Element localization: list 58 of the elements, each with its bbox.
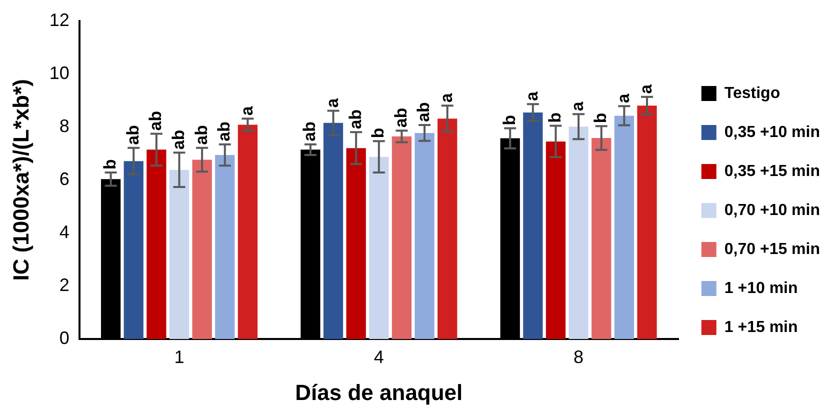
data-label: ab	[123, 124, 142, 145]
bar	[546, 141, 566, 339]
legend-label: 0,35 +15 min	[724, 162, 820, 180]
data-label: ab	[300, 122, 320, 142]
data-label: ab	[146, 110, 166, 131]
data-label: a	[568, 101, 588, 112]
y-tick-label: 12	[49, 10, 70, 30]
bar	[414, 132, 434, 339]
x-axis-title: Días de anaquel	[295, 380, 463, 405]
data-label: ab	[391, 108, 410, 128]
legend-label: 0,70 +15 min	[724, 240, 820, 258]
data-label: a	[614, 93, 633, 104]
y-tick-label: 4	[59, 222, 70, 242]
x-tick-label: 4	[374, 346, 384, 367]
legend-label: Testigo	[724, 84, 780, 102]
y-tick-label: 2	[59, 274, 70, 295]
data-label: ab	[214, 122, 234, 142]
data-label: b	[591, 112, 610, 124]
legend-label: 1 +15 min	[724, 318, 798, 336]
bar	[215, 154, 235, 339]
bar	[323, 122, 344, 339]
y-tick-label: 6	[59, 168, 70, 189]
data-label: a	[237, 106, 256, 116]
data-label: b	[545, 112, 564, 123]
bar	[192, 160, 212, 339]
x-tick-label: 1	[174, 346, 184, 367]
y-tick-label: 8	[59, 116, 70, 136]
bar	[568, 126, 588, 339]
data-label: a	[636, 84, 656, 94]
bar	[392, 136, 412, 339]
bar	[369, 156, 389, 339]
legend-label: 0,35 +10 min	[724, 124, 820, 141]
bar	[614, 116, 634, 339]
data-label: b	[100, 159, 120, 170]
y-axis-title: IC (1000xa*)/(L*xb*)	[8, 79, 34, 281]
bar	[238, 124, 258, 339]
data-label: ab	[168, 130, 188, 150]
data-label: b	[500, 114, 519, 126]
bar	[523, 112, 543, 339]
bar	[438, 118, 458, 339]
bar	[592, 138, 612, 339]
data-label: a	[522, 91, 542, 102]
y-tick-label: 0	[59, 328, 70, 348]
data-label: ab	[346, 109, 365, 130]
bar	[346, 148, 366, 339]
bar	[146, 150, 166, 339]
x-tick-label: 8	[574, 346, 584, 367]
y-tick-label: 10	[49, 62, 70, 83]
bar	[169, 170, 190, 339]
data-label: ab	[192, 124, 211, 145]
data-label: ab	[414, 102, 434, 122]
data-label: a	[437, 92, 456, 103]
bar	[124, 161, 144, 339]
data-label: a	[322, 98, 342, 108]
legend-label: 0,70 +10 min	[724, 202, 820, 219]
bar	[637, 106, 657, 339]
legend-label: 1 +10 min	[724, 280, 798, 297]
data-label: b	[368, 128, 388, 138]
